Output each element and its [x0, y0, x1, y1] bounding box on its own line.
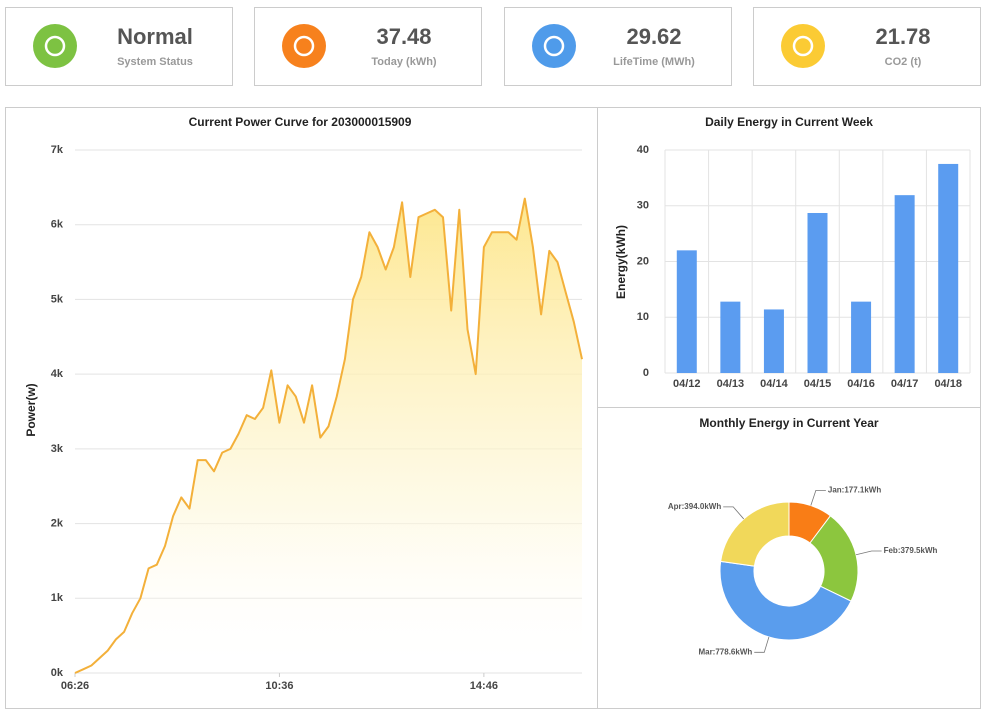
x-tick-label: 04/12 [673, 378, 701, 390]
bar [720, 301, 741, 373]
card-value: Normal [117, 24, 193, 49]
leader-line [810, 489, 826, 506]
data-label: Mar:778.6kWh [698, 647, 752, 656]
y-tick-label: 40 [637, 144, 649, 156]
card-icon [33, 24, 77, 68]
area [75, 198, 582, 673]
data-label: Jan:177.1kWh [828, 485, 881, 494]
data-label: Feb:379.5kWh [884, 546, 938, 555]
chart-title: Current Power Curve for 203000015909 [189, 115, 412, 129]
card-icon [282, 24, 326, 68]
y-tick-label: 2k [51, 517, 64, 529]
y-tick-label: 5k [51, 293, 64, 305]
leader-line [754, 636, 770, 653]
y-tick-label: 6k [51, 219, 64, 231]
bar [763, 309, 784, 373]
x-tick-label: 14:46 [470, 680, 498, 692]
data-label: Apr:394.0kWh [668, 502, 721, 511]
y-tick-label: 30 [637, 200, 649, 212]
y-tick-label: 0k [51, 667, 64, 679]
card-value: 37.48 [376, 24, 431, 49]
card-value: 21.78 [875, 24, 930, 49]
leader-line [855, 550, 882, 556]
card-label: Today (kWh) [371, 56, 437, 68]
x-tick-label: 04/14 [760, 378, 788, 390]
chart-title: Daily Energy in Current Week [705, 115, 873, 129]
donut-slice [719, 560, 852, 641]
card-icon [532, 24, 576, 68]
y-tick-label: 10 [637, 311, 649, 323]
bar [938, 163, 959, 373]
x-tick-label: 06:26 [61, 680, 89, 692]
donut-slice [720, 501, 790, 567]
x-tick-label: 04/13 [717, 378, 745, 390]
card-icon-glyph [792, 35, 814, 57]
y-tick-label: 3k [51, 443, 64, 455]
y-axis-label: Power(w) [24, 383, 38, 436]
bar [807, 212, 828, 373]
chart-title: Monthly Energy in Current Year [699, 416, 878, 430]
y-tick-label: 7k [51, 144, 64, 156]
y-tick-label: 0 [643, 367, 649, 379]
leader-line [723, 506, 745, 520]
y-tick-label: 20 [637, 255, 649, 267]
card-icon-glyph [44, 35, 66, 57]
card-icon [781, 24, 825, 68]
card-label: CO2 (t) [885, 56, 922, 68]
card-value: 29.62 [626, 24, 681, 49]
card-label: System Status [117, 56, 193, 68]
x-tick-label: 04/15 [804, 378, 832, 390]
y-axis-label: Energy(kWh) [614, 225, 628, 299]
bar [676, 250, 697, 373]
bar [894, 195, 915, 373]
line [74, 197, 583, 674]
card-icon-glyph [543, 35, 565, 57]
bar [851, 301, 872, 373]
y-tick-label: 4k [51, 368, 64, 380]
x-tick-label: 04/17 [891, 378, 919, 390]
card-icon-glyph [293, 35, 315, 57]
x-tick-label: 04/18 [934, 378, 962, 390]
x-tick-label: 10:36 [265, 680, 293, 692]
x-tick-label: 04/16 [847, 378, 875, 390]
y-tick-label: 1k [51, 592, 64, 604]
card-label: LifeTime (MWh) [613, 56, 695, 68]
